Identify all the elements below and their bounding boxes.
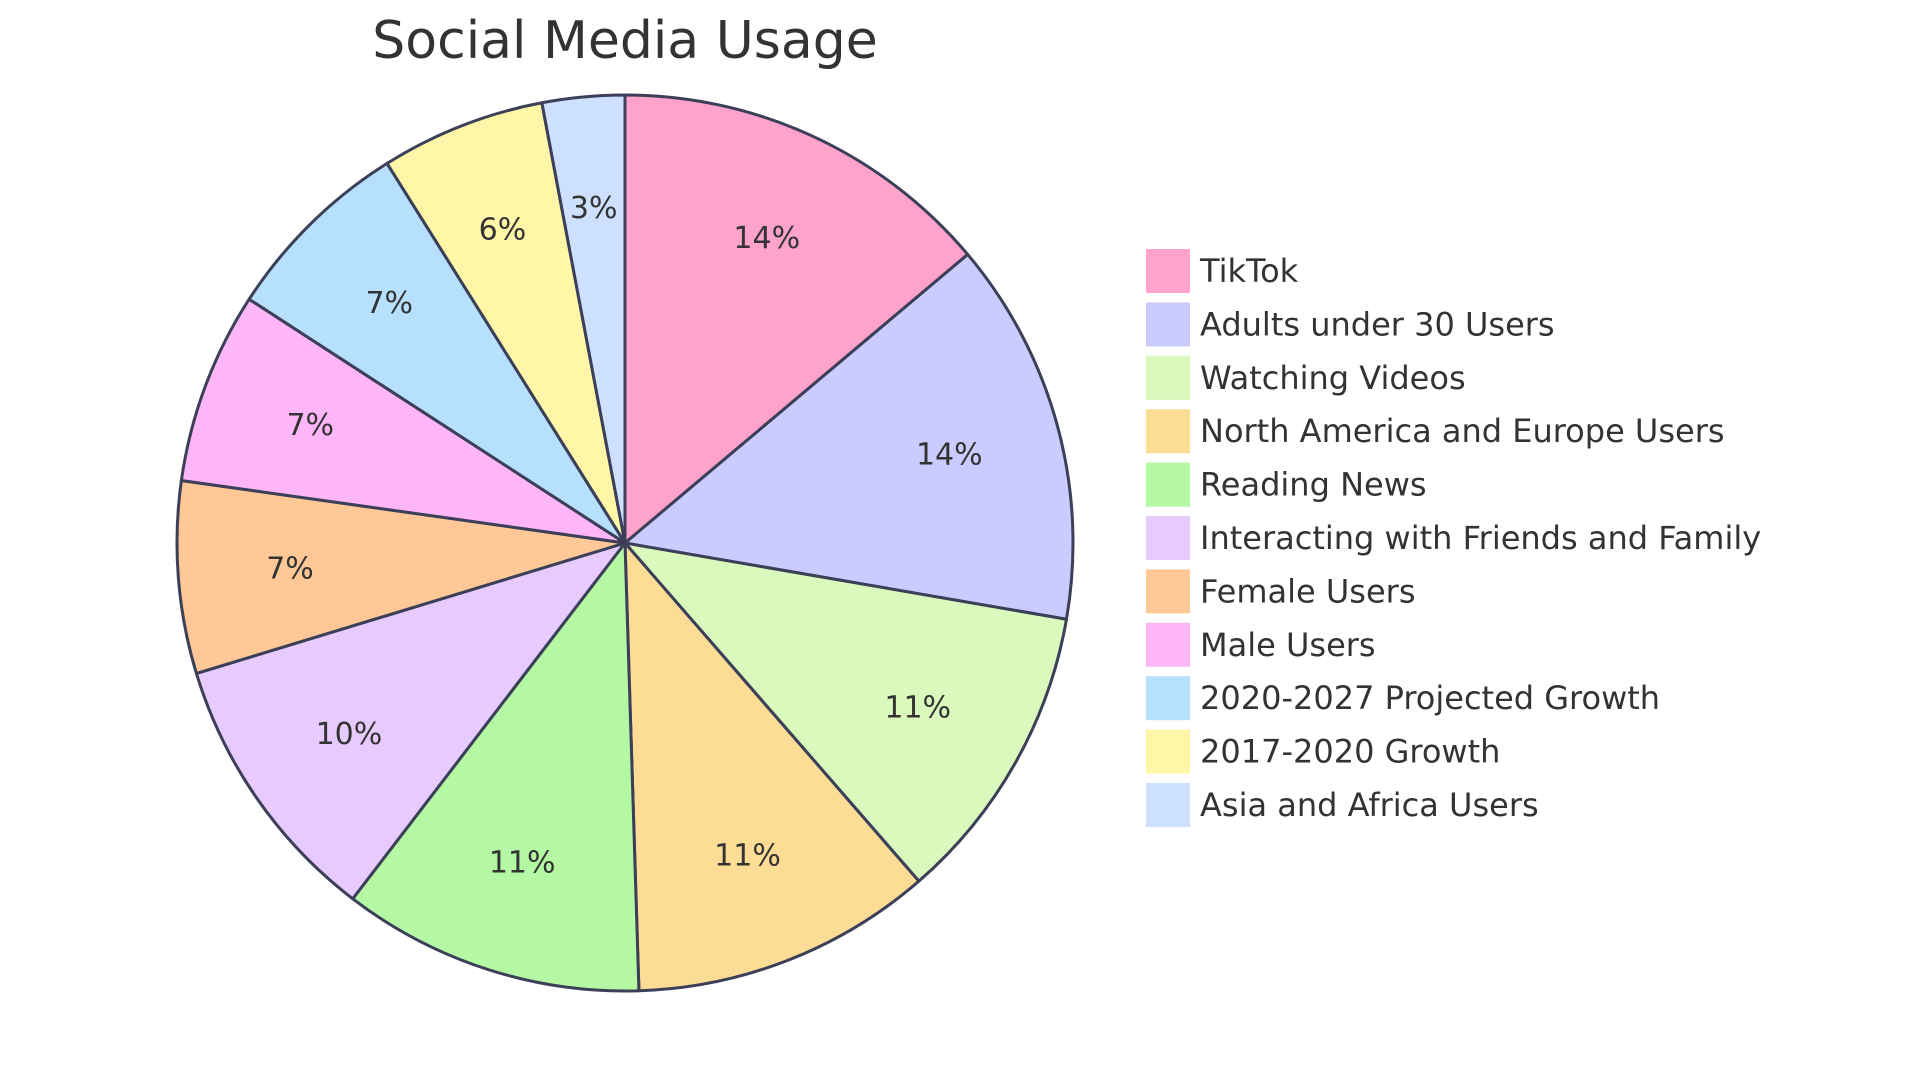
slice-percent-label: 7%	[286, 408, 334, 443]
slice-percent-label: 14%	[916, 438, 983, 473]
legend: TikTok Adults under 30 Users Watching Vide…	[1146, 249, 1761, 827]
legend-label: Watching Videos	[1200, 359, 1466, 397]
pie-slice	[385, 101, 627, 545]
pie-slices	[175, 93, 1075, 993]
legend-label: 2017-2020 Growth	[1200, 733, 1500, 771]
slice-percent-label: 7%	[266, 552, 314, 587]
legend-swatch	[1146, 783, 1190, 827]
legend-label: Female Users	[1200, 572, 1415, 610]
legend-swatch	[1146, 355, 1190, 400]
legend-label: Male Users	[1200, 626, 1376, 664]
legend-label: North America and Europe Users	[1200, 412, 1725, 450]
legend-label: 2020-2027 Projected Growth	[1200, 679, 1660, 717]
pie-slice	[623, 93, 970, 545]
pie-slice	[175, 478, 627, 675]
pie-slice	[540, 93, 627, 545]
slice-percent-label: 11%	[714, 838, 781, 873]
legend-swatch	[1146, 729, 1190, 774]
legend-swatch	[1146, 302, 1190, 347]
slice-percent-label: 3%	[570, 191, 618, 226]
legend-label: Reading News	[1200, 466, 1427, 504]
slice-percent-label: 14%	[733, 221, 800, 256]
legend-label: Interacting with Friends and Family	[1200, 519, 1761, 557]
pie-slice	[623, 541, 921, 993]
pie-slice	[623, 252, 1075, 621]
legend-swatch	[1146, 249, 1190, 293]
legend-label: TikTok	[1199, 252, 1299, 290]
legend-swatch	[1146, 516, 1190, 560]
chart-title: Social Media Usage	[372, 11, 877, 71]
slice-percent-label: 10%	[316, 717, 383, 752]
pie-slice	[179, 297, 627, 545]
legend-swatch	[1146, 462, 1190, 507]
legend-label: Asia and Africa Users	[1200, 786, 1539, 824]
pie-slice	[194, 541, 627, 901]
pie-slice	[247, 161, 627, 545]
legend-label: Adults under 30 Users	[1200, 305, 1555, 343]
slice-percent-label: 7%	[365, 286, 413, 321]
legend-swatch	[1146, 622, 1190, 667]
legend-swatch	[1146, 676, 1190, 721]
slice-percent-label: 6%	[479, 213, 527, 248]
pie-slice	[623, 541, 1068, 883]
slice-percent-label: 11%	[489, 845, 556, 880]
pie-slice	[351, 541, 641, 993]
legend-swatch	[1146, 409, 1190, 454]
legend-swatch	[1146, 569, 1190, 614]
slice-percent-label: 11%	[884, 690, 951, 725]
pie-slice-labels: 14% 14% 11% 11% 11% 10% 7% 7% 7% 6% 3%	[266, 191, 982, 880]
